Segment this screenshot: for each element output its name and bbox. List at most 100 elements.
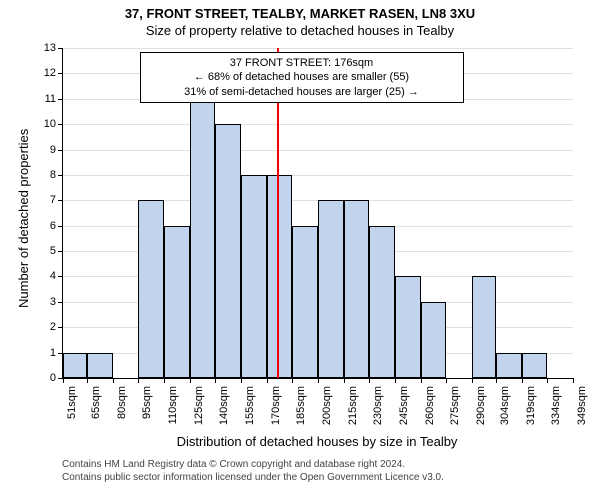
ytick-mark bbox=[58, 124, 63, 125]
xtick-label: 80sqm bbox=[116, 386, 128, 426]
xtick-mark bbox=[87, 378, 88, 383]
ytick-mark bbox=[58, 73, 63, 74]
ytick-label: 11 bbox=[26, 93, 56, 105]
annotation-line: 37 FRONT STREET: 176sqm bbox=[149, 56, 455, 70]
ytick-mark bbox=[58, 327, 63, 328]
ytick-label: 5 bbox=[26, 245, 56, 257]
histogram-bar bbox=[190, 99, 216, 378]
xtick-label: 200sqm bbox=[321, 386, 333, 426]
xtick-label: 125sqm bbox=[193, 386, 205, 426]
ytick-label: 9 bbox=[26, 144, 56, 156]
ytick-mark bbox=[58, 175, 63, 176]
xtick-label: 155sqm bbox=[244, 386, 256, 426]
ytick-label: 13 bbox=[26, 42, 56, 54]
histogram-bar bbox=[421, 302, 447, 378]
xtick-mark bbox=[522, 378, 523, 383]
chart-title: 37, FRONT STREET, TEALBY, MARKET RASEN, … bbox=[0, 0, 600, 21]
xtick-label: 185sqm bbox=[295, 386, 307, 426]
chart-subtitle: Size of property relative to detached ho… bbox=[0, 21, 600, 38]
ytick-label: 0 bbox=[26, 372, 56, 384]
histogram-bar bbox=[472, 276, 496, 378]
xtick-mark bbox=[164, 378, 165, 383]
histogram-bar bbox=[369, 226, 395, 378]
plot-area: 37 FRONT STREET: 176sqm← 68% of detached… bbox=[62, 48, 573, 379]
xtick-label: 304sqm bbox=[499, 386, 511, 426]
xtick-mark bbox=[190, 378, 191, 383]
xtick-mark bbox=[215, 378, 216, 383]
ytick-mark bbox=[58, 276, 63, 277]
xtick-mark bbox=[547, 378, 548, 383]
xtick-label: 260sqm bbox=[424, 386, 436, 426]
ytick-label: 1 bbox=[26, 347, 56, 359]
footer-line-2: Contains public sector information licen… bbox=[62, 471, 444, 484]
grid-line bbox=[63, 150, 573, 151]
xtick-mark bbox=[241, 378, 242, 383]
histogram-bar bbox=[241, 175, 267, 378]
x-axis-label: Distribution of detached houses by size … bbox=[62, 434, 572, 449]
xtick-label: 349sqm bbox=[576, 386, 588, 426]
histogram-bar bbox=[87, 353, 113, 378]
histogram-bar bbox=[522, 353, 548, 378]
ytick-label: 10 bbox=[26, 118, 56, 130]
footer-line-1: Contains HM Land Registry data © Crown c… bbox=[62, 458, 444, 471]
xtick-label: 95sqm bbox=[141, 386, 153, 426]
xtick-label: 334sqm bbox=[550, 386, 562, 426]
ytick-label: 8 bbox=[26, 169, 56, 181]
xtick-mark bbox=[63, 378, 64, 383]
histogram-bar bbox=[344, 200, 370, 378]
xtick-mark bbox=[138, 378, 139, 383]
xtick-mark bbox=[292, 378, 293, 383]
xtick-mark bbox=[344, 378, 345, 383]
histogram-bar bbox=[395, 276, 421, 378]
xtick-mark bbox=[472, 378, 473, 383]
xtick-label: 230sqm bbox=[372, 386, 384, 426]
ytick-label: 6 bbox=[26, 220, 56, 232]
xtick-mark bbox=[318, 378, 319, 383]
annotation-line: 31% of semi-detached houses are larger (… bbox=[149, 85, 455, 99]
histogram-bar bbox=[292, 226, 318, 378]
ytick-label: 4 bbox=[26, 270, 56, 282]
xtick-label: 245sqm bbox=[398, 386, 410, 426]
attribution-footer: Contains HM Land Registry data © Crown c… bbox=[62, 458, 444, 484]
xtick-mark bbox=[395, 378, 396, 383]
ytick-mark bbox=[58, 251, 63, 252]
xtick-label: 51sqm bbox=[66, 386, 78, 426]
xtick-label: 290sqm bbox=[475, 386, 487, 426]
histogram-bar bbox=[63, 353, 87, 378]
xtick-label: 275sqm bbox=[449, 386, 461, 426]
xtick-mark bbox=[421, 378, 422, 383]
ytick-mark bbox=[58, 226, 63, 227]
grid-line bbox=[63, 175, 573, 176]
histogram-bar bbox=[318, 200, 344, 378]
ytick-label: 2 bbox=[26, 321, 56, 333]
xtick-label: 110sqm bbox=[167, 386, 179, 426]
xtick-label: 170sqm bbox=[270, 386, 282, 426]
ytick-label: 7 bbox=[26, 194, 56, 206]
histogram-bar bbox=[164, 226, 190, 378]
ytick-label: 3 bbox=[26, 296, 56, 308]
xtick-mark bbox=[113, 378, 114, 383]
ytick-mark bbox=[58, 150, 63, 151]
xtick-mark bbox=[496, 378, 497, 383]
annotation-box: 37 FRONT STREET: 176sqm← 68% of detached… bbox=[140, 52, 464, 103]
xtick-mark bbox=[446, 378, 447, 383]
xtick-label: 319sqm bbox=[525, 386, 537, 426]
annotation-line: ← 68% of detached houses are smaller (55… bbox=[149, 70, 455, 84]
ytick-label: 12 bbox=[26, 67, 56, 79]
ytick-mark bbox=[58, 200, 63, 201]
xtick-mark bbox=[573, 378, 574, 383]
xtick-mark bbox=[369, 378, 370, 383]
ytick-mark bbox=[58, 99, 63, 100]
xtick-label: 65sqm bbox=[90, 386, 102, 426]
histogram-bar bbox=[138, 200, 164, 378]
grid-line bbox=[63, 124, 573, 125]
grid-line bbox=[63, 48, 573, 49]
histogram-bar bbox=[496, 353, 522, 378]
xtick-label: 215sqm bbox=[347, 386, 359, 426]
xtick-label: 140sqm bbox=[218, 386, 230, 426]
histogram-bar bbox=[267, 175, 293, 378]
ytick-mark bbox=[58, 48, 63, 49]
xtick-mark bbox=[267, 378, 268, 383]
ytick-mark bbox=[58, 302, 63, 303]
histogram-bar bbox=[215, 124, 241, 378]
